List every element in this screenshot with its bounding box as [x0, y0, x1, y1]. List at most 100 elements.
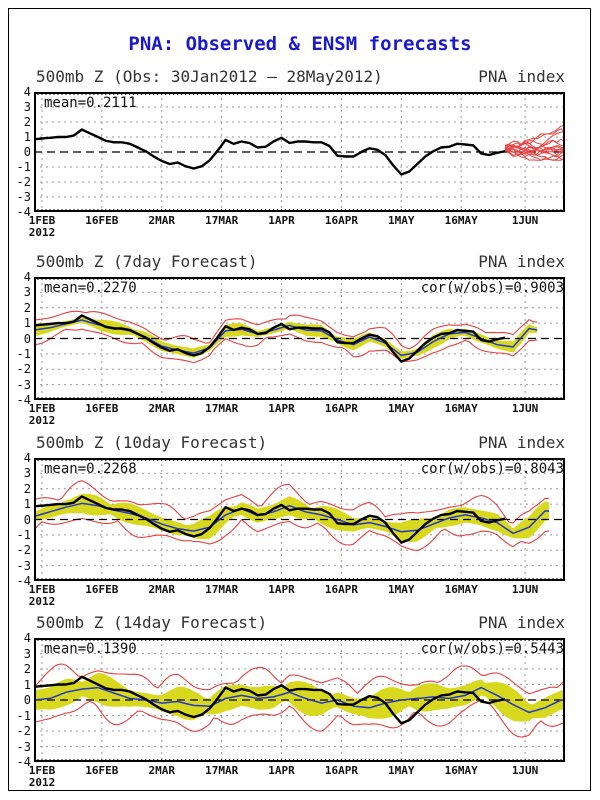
y-tick-label: -2: [16, 362, 31, 377]
panel-title-right: PNA index: [478, 433, 565, 452]
y-tick-label: -1: [16, 160, 31, 174]
panel-title: 500mb Z (7day Forecast): [36, 252, 258, 271]
x-axis-year-label: 2012: [28, 595, 56, 608]
x-tick-label: 1APR: [268, 402, 295, 415]
ensemble-member-line: [504, 147, 565, 156]
x-tick-label: 1FEB: [28, 583, 56, 596]
x-tick-label: 1APR: [268, 583, 295, 596]
y-tick-label: 1: [23, 677, 31, 692]
plot-area: [34, 277, 565, 400]
mean-label: mean=0.1390: [44, 641, 137, 657]
y-tick-label: -4: [16, 205, 31, 219]
panel-1-chart: [34, 92, 565, 212]
plot-area: [34, 92, 565, 212]
ensemble-member-line: [504, 149, 565, 161]
x-tick-label: 1MAY: [388, 214, 415, 227]
plot-frame: [34, 638, 565, 762]
y-tick-label: 3: [23, 646, 31, 661]
y-tick-label: 4: [23, 85, 31, 99]
panel-4-chart: [34, 638, 565, 762]
main-title: PNA: Observed & ENSM forecasts: [128, 33, 472, 55]
x-tick-label: 2MAR: [148, 583, 176, 596]
y-tick-label: 4: [23, 451, 31, 465]
x-tick-label: 16MAY: [444, 214, 478, 227]
y-tick-label: -4: [16, 755, 31, 769]
x-tick-label: 17MAR: [205, 583, 239, 596]
y-tick-label: 0: [23, 512, 31, 527]
panel-title: 500mb Z (14day Forecast): [36, 613, 268, 632]
envelope-line-upper: [34, 310, 538, 350]
x-tick-label: 1MAY: [388, 402, 415, 415]
x-tick-label: 16APR: [324, 214, 358, 227]
x-tick-label: 17MAR: [205, 214, 239, 227]
y-tick-label: 1: [23, 316, 31, 331]
ensemble-member-line: [504, 128, 565, 146]
ensemble-spread-band: [34, 672, 565, 722]
x-tick-label: 16APR: [324, 583, 358, 596]
y-tick-label: -2: [16, 543, 31, 558]
x-tick-label: 16MAY: [444, 402, 478, 415]
page-border: [8, 8, 591, 791]
x-tick-label: 17MAR: [205, 402, 239, 415]
x-tick-label: 16FEB: [85, 402, 119, 415]
envelope-line-lower: [34, 699, 565, 738]
observed-line: [34, 314, 506, 363]
plot-frame: [34, 277, 565, 400]
mean-label: mean=0.2270: [44, 280, 137, 296]
plot-frame: [34, 458, 565, 581]
x-tick-label: 16FEB: [85, 583, 119, 596]
x-tick-label: 1JUN: [511, 402, 539, 415]
x-tick-label: 1FEB: [28, 214, 56, 227]
x-tick-label: 1APR: [268, 764, 295, 777]
y-tick-label: -2: [16, 175, 31, 189]
y-tick-label: -1: [16, 527, 31, 542]
x-tick-label: 16MAY: [444, 583, 478, 596]
y-tick-label: -3: [16, 377, 31, 392]
envelope-line-upper: [34, 663, 565, 695]
y-tick-label: 2: [23, 300, 31, 315]
x-axis-year-label: 2012: [28, 226, 56, 239]
y-tick-label: 3: [23, 285, 31, 300]
y-tick-label: 2: [23, 115, 31, 129]
ensemble-member-line: [504, 146, 565, 161]
envelope-line-lower: [34, 328, 538, 364]
x-tick-label: 1JUN: [511, 583, 539, 596]
ensemble-member-line: [505, 148, 565, 161]
plot-frame: [34, 92, 565, 212]
y-tick-label: -3: [16, 739, 31, 754]
y-tick-label: 3: [23, 100, 31, 114]
plot-area: [34, 638, 565, 762]
ensemble-spread-band: [34, 317, 538, 360]
x-tick-label: 17MAR: [205, 764, 239, 777]
panel-title: 500mb Z (Obs: 30Jan2012 – 28May2012): [36, 67, 383, 86]
panel-2-chart: [34, 277, 565, 400]
x-tick-label: 1JUN: [511, 764, 539, 777]
y-tick-label: -3: [16, 558, 31, 573]
y-tick-label: 0: [23, 145, 31, 159]
y-tick-label: 3: [23, 466, 31, 481]
y-tick-label: 0: [23, 331, 31, 346]
plot-area: [34, 458, 565, 581]
panel-title-right: PNA index: [478, 67, 565, 86]
x-tick-label: 16APR: [324, 764, 358, 777]
x-tick-label: 1FEB: [28, 764, 56, 777]
x-axis-year-label: 2012: [28, 414, 56, 427]
observed-line: [34, 495, 506, 544]
observed-line: [34, 675, 506, 725]
x-tick-label: 1MAY: [388, 583, 415, 596]
envelope-line-upper: [34, 480, 550, 524]
correlation-label: cor(w/obs)=0.5443: [420, 641, 564, 657]
y-tick-label: -1: [16, 346, 31, 361]
y-tick-label: 2: [23, 662, 31, 676]
y-tick-label: 0: [23, 693, 31, 707]
x-tick-label: 1JUN: [511, 214, 539, 227]
y-tick-label: -4: [16, 393, 31, 407]
y-tick-label: 4: [23, 270, 31, 284]
mean-label: mean=0.2111: [44, 95, 137, 111]
y-tick-label: -1: [16, 708, 31, 723]
panel-title-right: PNA index: [478, 252, 565, 271]
y-tick-label: -3: [16, 190, 31, 204]
ensemble-member-line: [505, 142, 565, 154]
y-tick-label: 1: [23, 130, 31, 144]
